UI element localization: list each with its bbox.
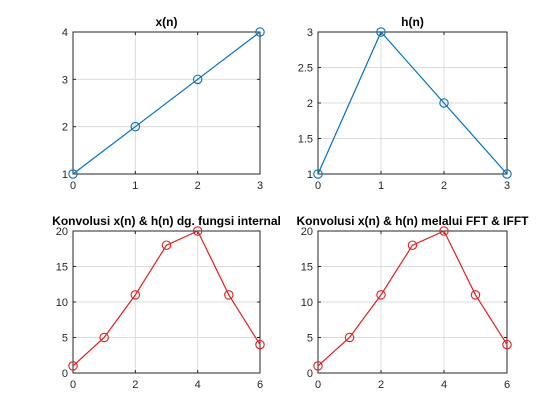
y-tick-label: 5 (62, 333, 68, 345)
x-tick-label: 4 (195, 379, 201, 391)
x-tick-label: 6 (504, 379, 510, 391)
x-tick-label: 1 (378, 180, 384, 192)
y-tick-label: 0 (62, 368, 68, 380)
subplot-title: Konvolusi x(n) & h(n) melalui FFT & IFFT (297, 214, 530, 228)
y-tick-label: 10 (56, 297, 68, 309)
y-tick-label: 2 (62, 122, 68, 134)
y-tick-label: 2 (307, 98, 313, 110)
y-tick-label: 15 (56, 262, 68, 274)
x-tick-label: 1 (132, 180, 138, 192)
y-tick-label: 3 (62, 74, 68, 86)
x-tick-label: 0 (315, 379, 321, 391)
y-tick-label: 1 (62, 169, 68, 181)
x-tick-label: 3 (257, 180, 263, 192)
y-tick-label: 15 (301, 262, 313, 274)
x-tick-label: 2 (441, 180, 447, 192)
x-tick-label: 0 (70, 180, 76, 192)
x-tick-label: 4 (441, 379, 447, 391)
x-tick-label: 2 (378, 379, 384, 391)
subplot-title: h(n) (401, 15, 424, 29)
x-tick-label: 3 (504, 180, 510, 192)
y-tick-label: 1.5 (298, 134, 313, 146)
y-tick-label: 4 (62, 27, 68, 39)
y-tick-label: 10 (301, 297, 313, 309)
x-tick-label: 0 (70, 379, 76, 391)
y-tick-label: 0 (307, 368, 313, 380)
x-tick-label: 0 (315, 180, 321, 192)
subplot-title: x(n) (156, 15, 178, 29)
x-tick-label: 2 (195, 180, 201, 192)
y-tick-label: 1 (307, 169, 313, 181)
x-tick-label: 6 (257, 379, 263, 391)
subplot-title: Konvolusi x(n) & h(n) dg. fungsi interna… (52, 214, 281, 228)
y-tick-label: 2.5 (298, 63, 313, 75)
y-tick-label: 5 (307, 333, 313, 345)
y-tick-label: 3 (307, 27, 313, 39)
x-tick-label: 2 (132, 379, 138, 391)
